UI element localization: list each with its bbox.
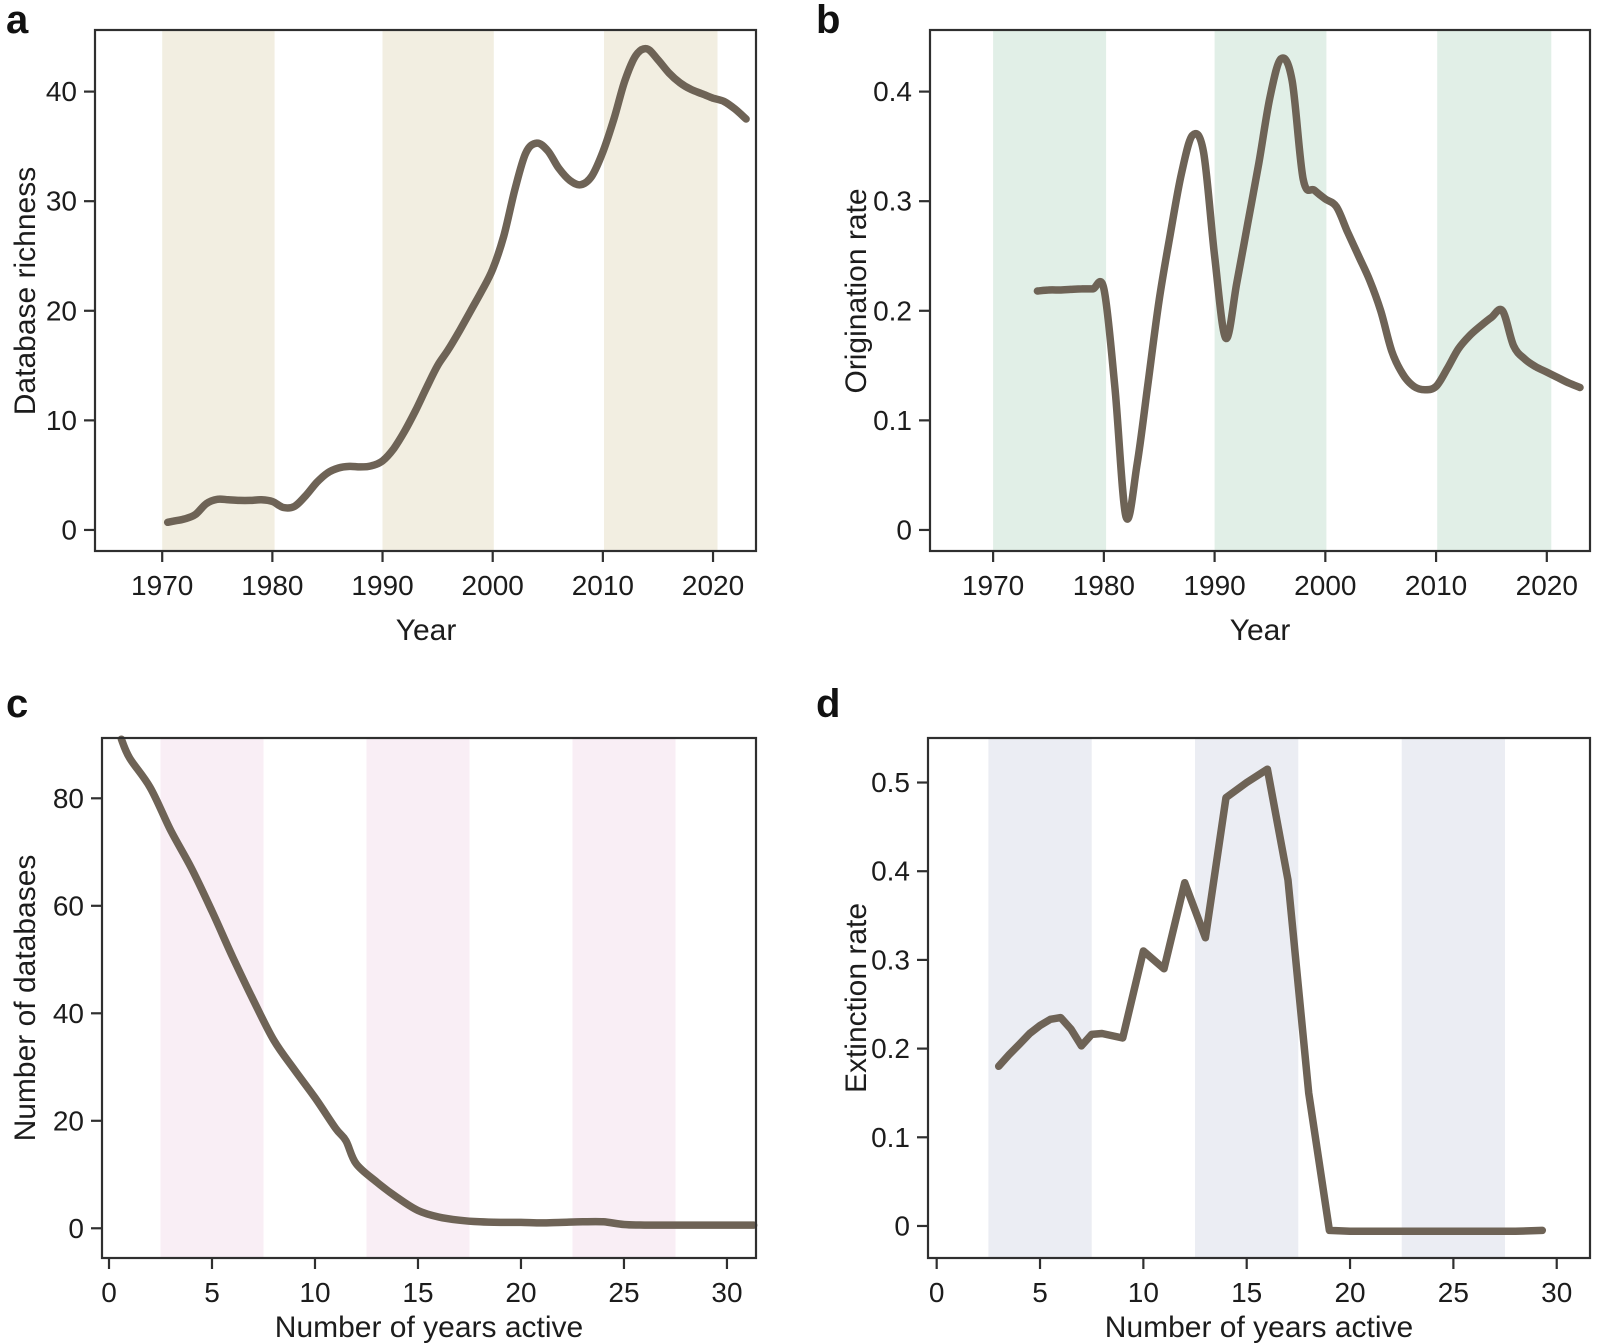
y-tick-label: 0.4 <box>873 76 912 107</box>
y-tick-label: 0 <box>68 1213 84 1244</box>
y-tick-label: 0.3 <box>871 944 910 975</box>
y-tick-label: 60 <box>53 890 84 921</box>
panel-d-letter: d <box>816 682 841 726</box>
panel-c-highlight-band <box>366 738 470 1258</box>
y-tick-label: 20 <box>46 295 77 326</box>
x-tick-label: 10 <box>1128 1277 1159 1308</box>
panel-d-data-line <box>994 765 1547 1236</box>
panel-c-plot-border <box>100 736 758 1260</box>
panel-d-y-axis-title: Extinction rate <box>840 902 873 1094</box>
x-tick-label: 2000 <box>462 570 524 601</box>
panel-c-letter: c <box>6 682 29 726</box>
x-tick-label: 15 <box>1231 1277 1262 1308</box>
y-tick-label: 0.3 <box>873 186 912 217</box>
panel-c-data-line <box>117 735 758 1229</box>
panel-a-highlight-band <box>382 30 494 551</box>
x-tick-label: 1980 <box>241 570 303 601</box>
y-tick-label: 0.2 <box>871 1033 910 1064</box>
panel-b-data-line <box>1033 54 1584 523</box>
x-tick-label: 1990 <box>1183 570 1245 601</box>
panel-a-highlight-band <box>604 30 718 551</box>
panel-d-highlight-band <box>1195 738 1299 1258</box>
y-tick-label: 20 <box>53 1105 84 1136</box>
y-tick-label: 0.1 <box>873 405 912 436</box>
panel-d-plot: 0 5 10 15 20 25 30 0 0.1 0.2 0.3 0.4 0.5 <box>871 736 1592 1308</box>
y-tick-label: 40 <box>53 998 84 1029</box>
x-tick-label: 20 <box>1334 1277 1365 1308</box>
x-tick-label: 15 <box>402 1277 433 1308</box>
x-tick-label: 1970 <box>131 570 193 601</box>
y-tick-label: 30 <box>46 186 77 217</box>
panel-d-plot-border <box>926 736 1592 1260</box>
panel-d-highlight-band <box>1401 738 1505 1258</box>
panel-b-plot-border <box>928 28 1592 553</box>
panel-c-plot: 0 5 10 15 20 25 30 0 20 40 60 80 <box>53 735 758 1308</box>
panel-c-y-axis-title: Number of databases <box>9 854 42 1142</box>
x-tick-label: 10 <box>299 1277 330 1308</box>
x-tick-label: 1970 <box>962 570 1024 601</box>
x-tick-label: 20 <box>505 1277 536 1308</box>
x-tick-label: 2020 <box>1516 570 1578 601</box>
x-tick-label: 5 <box>1032 1277 1048 1308</box>
x-tick-label: 2000 <box>1294 570 1356 601</box>
x-tick-label: 25 <box>1438 1277 1469 1308</box>
y-tick-label: 0.5 <box>871 767 910 798</box>
y-tick-label: 0 <box>896 514 912 545</box>
panel-b-x-axis-title: Year <box>1229 614 1291 647</box>
x-tick-label: 30 <box>711 1277 742 1308</box>
panel-b-plot: 1970 1980 1990 2000 2010 2020 0 0.1 0.2 0.3 0.4 <box>873 28 1592 601</box>
x-tick-label: 25 <box>608 1277 639 1308</box>
x-tick-label: 2020 <box>682 570 744 601</box>
panel-c-highlight-band <box>160 738 264 1258</box>
panel-a-plot: 1970 1980 1990 2000 2010 2020 0 10 20 30 40 <box>46 28 758 601</box>
y-tick-label: 0.4 <box>871 856 910 887</box>
panel-b-highlight-band <box>1437 30 1552 551</box>
y-tick-label: 0.2 <box>873 295 912 326</box>
panel-d-highlight-band <box>988 738 1092 1258</box>
panel-a-highlight-band <box>162 30 275 551</box>
panel-a-data-line <box>163 44 750 527</box>
x-tick-label: 1990 <box>351 570 413 601</box>
panel-a-plot-border <box>93 28 758 553</box>
y-tick-label: 80 <box>53 783 84 814</box>
panel-c-highlight-band <box>572 738 676 1258</box>
panel-b-letter: b <box>816 0 841 42</box>
y-tick-label: 0 <box>61 514 77 545</box>
y-tick-label: 0 <box>894 1210 910 1241</box>
x-tick-label: 0 <box>101 1277 117 1308</box>
panel-c-x-axis-title: Number of years active <box>274 1311 584 1344</box>
y-tick-label: 10 <box>46 405 77 436</box>
x-tick-label: 30 <box>1541 1277 1572 1308</box>
x-tick-label: 5 <box>204 1277 220 1308</box>
x-tick-label: 1980 <box>1073 570 1135 601</box>
panel-a-letter: a <box>6 0 29 42</box>
panel-a-x-axis-title: Year <box>395 614 457 647</box>
panel-a-y-axis-title: Database richness <box>9 166 42 416</box>
panel-b-y-axis-title: Origination rate <box>840 188 873 394</box>
x-tick-label: 2010 <box>1405 570 1467 601</box>
y-tick-label: 40 <box>46 76 77 107</box>
y-tick-label: 0.1 <box>871 1122 910 1153</box>
x-tick-label: 2010 <box>572 570 634 601</box>
x-tick-label: 0 <box>929 1277 945 1308</box>
panel-d-x-axis-title: Number of years active <box>1104 1311 1414 1344</box>
